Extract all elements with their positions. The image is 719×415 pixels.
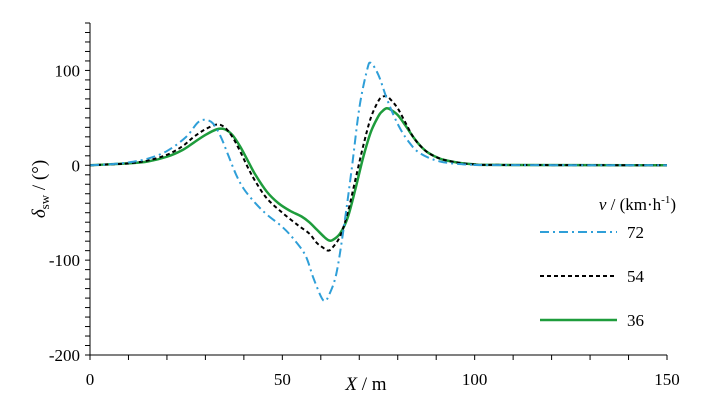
y-axis-symbol: δ <box>29 208 50 218</box>
legend-items: 72 54 36 <box>540 223 645 330</box>
y-axis-label: δsw / (°) <box>29 160 52 218</box>
x-tick-label: 100 <box>462 370 488 389</box>
y-axis-subscript: sw <box>37 194 52 209</box>
legend-title-symbol: v <box>599 195 607 214</box>
axes-layer <box>89 23 667 356</box>
y-axis-unit: (°) <box>29 160 50 180</box>
x-axis-symbol: X <box>344 374 358 395</box>
y-tick-label: -100 <box>49 251 80 270</box>
x-axis-label: X / m <box>344 374 386 395</box>
legend-label-36: 36 <box>627 311 644 330</box>
ticks-layer: 0 50 100 150 -200 -100 0 100 <box>49 22 680 389</box>
legend-title-unit: (km·h <box>620 195 662 214</box>
series-line-72 <box>89 61 668 302</box>
legend-label-72: 72 <box>627 223 644 242</box>
series-line-54 <box>89 94 668 252</box>
series-line-36 <box>89 106 668 243</box>
x-tick-label: 150 <box>654 370 680 389</box>
legend-title-superscript: -1 <box>661 194 670 206</box>
legend-title-separator: / <box>606 195 619 214</box>
series-layer <box>89 61 668 302</box>
x-tick-label: 50 <box>274 370 291 389</box>
y-tick-label: 100 <box>55 61 81 80</box>
x-axis-separator: / <box>357 374 372 395</box>
x-tick-label: 0 <box>86 370 95 389</box>
legend: v / (km·h-1) 72 54 36 <box>540 194 676 330</box>
legend-title-unit-close: ) <box>670 195 676 214</box>
y-tick-label: 0 <box>72 156 81 175</box>
legend-label-54: 54 <box>627 267 645 286</box>
y-axis-separator: / <box>29 180 50 195</box>
x-axis-unit: m <box>372 374 387 395</box>
y-tick-label: -200 <box>49 346 80 365</box>
legend-title: v / (km·h-1) <box>599 194 676 214</box>
